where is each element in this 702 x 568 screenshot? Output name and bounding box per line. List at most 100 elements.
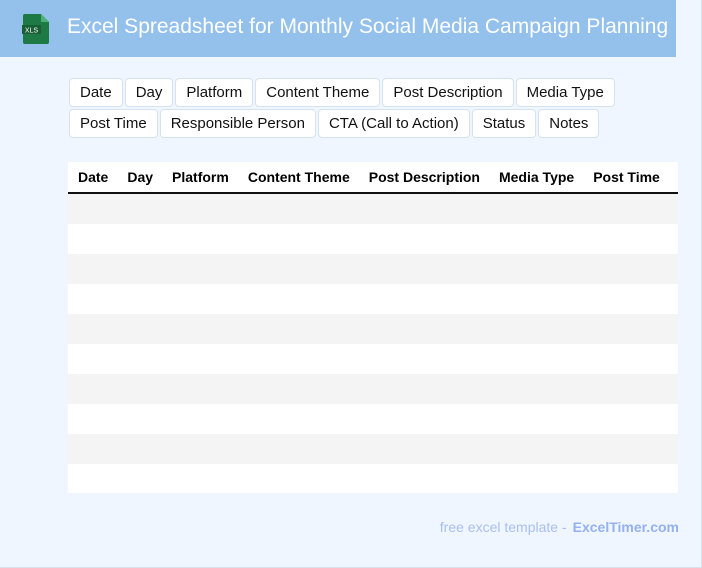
table-cell[interactable] <box>488 434 584 464</box>
table-cell[interactable] <box>237 193 359 224</box>
table-cell[interactable] <box>237 224 359 254</box>
table-cell[interactable] <box>117 193 163 224</box>
table-cell[interactable] <box>358 434 489 464</box>
table-cell[interactable] <box>668 374 678 404</box>
table-cell[interactable] <box>117 284 163 314</box>
column-tag[interactable]: Media Type <box>515 78 615 107</box>
table-cell[interactable] <box>68 314 118 344</box>
table-cell[interactable] <box>117 254 163 284</box>
column-tag[interactable]: Post Time <box>69 109 158 138</box>
footer-brand-link[interactable]: ExcelTimer.com <box>572 519 679 535</box>
table-cell[interactable] <box>583 374 669 404</box>
table-cell[interactable] <box>68 464 118 493</box>
table-cell[interactable] <box>358 374 489 404</box>
table-cell[interactable] <box>358 464 489 493</box>
table-cell[interactable] <box>162 314 238 344</box>
table-cell[interactable] <box>358 224 489 254</box>
table-cell[interactable] <box>358 284 489 314</box>
table-cell[interactable] <box>162 404 238 434</box>
column-tag[interactable]: Responsible Person <box>159 109 316 138</box>
table-cell[interactable] <box>583 404 669 434</box>
column-tag[interactable]: Notes <box>538 109 600 138</box>
table-cell[interactable] <box>237 374 359 404</box>
column-tag[interactable]: Platform <box>175 78 254 107</box>
table-cell[interactable] <box>117 224 163 254</box>
table-cell[interactable] <box>488 254 584 284</box>
table-cell[interactable] <box>117 404 163 434</box>
column-tag[interactable]: Day <box>124 78 174 107</box>
table-cell[interactable] <box>68 254 118 284</box>
table-row <box>68 284 678 314</box>
table-cell[interactable] <box>358 193 489 224</box>
table-cell[interactable] <box>668 193 678 224</box>
table-cell[interactable] <box>162 284 238 314</box>
table-cell[interactable] <box>488 374 584 404</box>
header-banner: XLS Excel Spreadsheet for Monthly Social… <box>0 0 676 57</box>
table-cell[interactable] <box>583 344 669 374</box>
table-cell[interactable] <box>488 193 584 224</box>
table-cell[interactable] <box>237 434 359 464</box>
table-cell[interactable] <box>68 193 118 224</box>
table-cell[interactable] <box>117 344 163 374</box>
table-cell[interactable] <box>237 464 359 493</box>
table-cell[interactable] <box>583 224 669 254</box>
table-cell[interactable] <box>162 374 238 404</box>
table-cell[interactable] <box>162 224 238 254</box>
table-cell[interactable] <box>68 404 118 434</box>
table-cell[interactable] <box>162 464 238 493</box>
table-cell[interactable] <box>668 254 678 284</box>
table-cell[interactable] <box>237 284 359 314</box>
table-cell[interactable] <box>358 344 489 374</box>
table-cell[interactable] <box>668 224 678 254</box>
table-cell[interactable] <box>668 284 678 314</box>
table-cell[interactable] <box>488 224 584 254</box>
table-cell[interactable] <box>488 314 584 344</box>
column-header: Post Time <box>583 162 669 194</box>
column-tag[interactable]: Content Theme <box>255 78 381 107</box>
table-cell[interactable] <box>488 404 584 434</box>
table-cell[interactable] <box>668 344 678 374</box>
table-cell[interactable] <box>68 284 118 314</box>
table-cell[interactable] <box>162 254 238 284</box>
table-cell[interactable] <box>358 254 489 284</box>
table-cell[interactable] <box>162 434 238 464</box>
column-tag[interactable]: Date <box>69 78 123 107</box>
table-cell[interactable] <box>668 314 678 344</box>
table-cell[interactable] <box>237 344 359 374</box>
table-cell[interactable] <box>583 284 669 314</box>
table-cell[interactable] <box>358 404 489 434</box>
table-cell[interactable] <box>68 374 118 404</box>
table-cell[interactable] <box>237 314 359 344</box>
page-title: Excel Spreadsheet for Monthly Social Med… <box>67 15 669 38</box>
table-cell[interactable] <box>358 314 489 344</box>
table-cell[interactable] <box>117 464 163 493</box>
table-cell[interactable] <box>237 254 359 284</box>
table-cell[interactable] <box>668 404 678 434</box>
table-cell[interactable] <box>68 434 118 464</box>
table-row <box>68 224 678 254</box>
table-cell[interactable] <box>583 193 669 224</box>
table-cell[interactable] <box>488 344 584 374</box>
table-cell[interactable] <box>583 254 669 284</box>
table-cell[interactable] <box>583 434 669 464</box>
table-cell[interactable] <box>117 434 163 464</box>
table-cell[interactable] <box>668 434 678 464</box>
table-cell[interactable] <box>488 284 584 314</box>
table-cell[interactable] <box>162 344 238 374</box>
table-cell[interactable] <box>237 404 359 434</box>
table-cell[interactable] <box>583 314 669 344</box>
column-header: Post Description <box>358 162 489 194</box>
table-cell[interactable] <box>162 193 238 224</box>
table-cell[interactable] <box>117 314 163 344</box>
svg-text:XLS: XLS <box>25 28 39 35</box>
column-tag[interactable]: Status <box>471 109 537 138</box>
column-tag[interactable]: Post Description <box>382 78 514 107</box>
table-cell[interactable] <box>68 224 118 254</box>
table-cell[interactable] <box>117 374 163 404</box>
table-cell[interactable] <box>668 464 678 493</box>
table-cell[interactable] <box>488 464 584 493</box>
column-tags: Date Day Platform Content Theme Post Descrip… <box>69 78 629 138</box>
column-tag[interactable]: CTA (Call to Action) <box>317 109 470 138</box>
table-cell[interactable] <box>583 464 669 493</box>
table-cell[interactable] <box>68 344 118 374</box>
